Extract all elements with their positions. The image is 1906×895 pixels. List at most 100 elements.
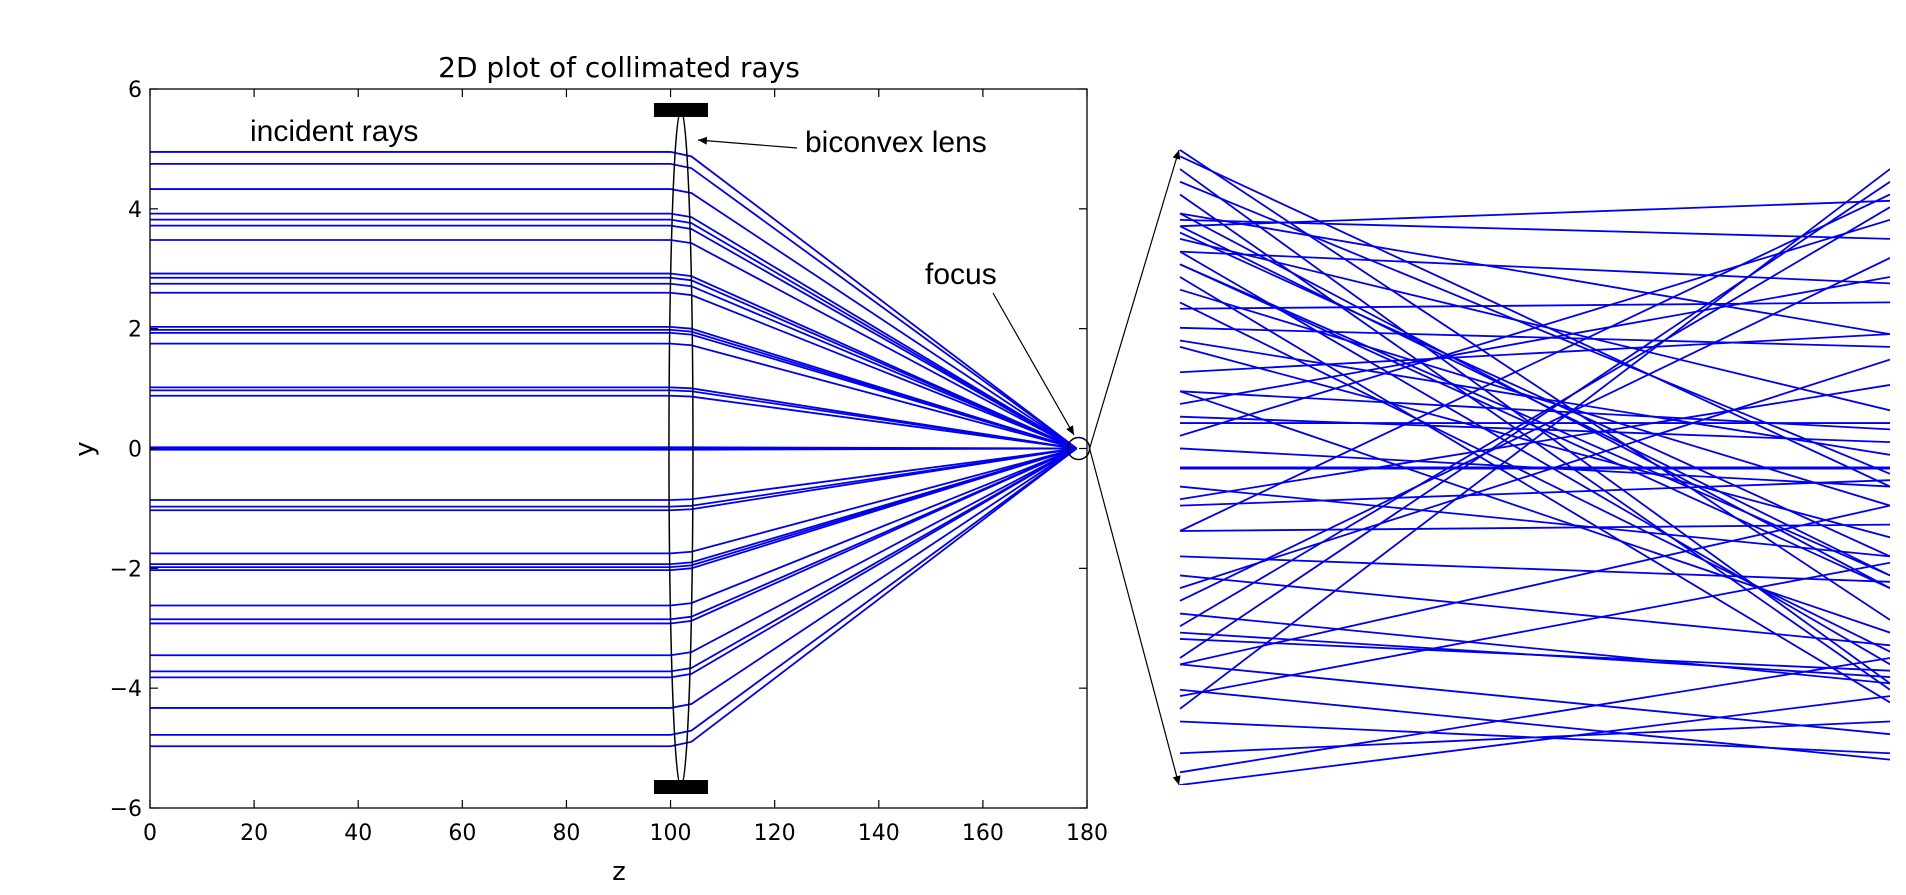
ray-28 bbox=[150, 447, 1077, 607]
x-tick-label: 120 bbox=[754, 821, 796, 846]
inset-ray-4 bbox=[1179, 358, 1890, 590]
zoom-line-bottom bbox=[1089, 448, 1181, 786]
ray-25 bbox=[150, 447, 1077, 566]
inset-ray-13 bbox=[1179, 326, 1890, 348]
inset-ray-2 bbox=[1179, 206, 1890, 628]
ray-11 bbox=[150, 325, 1077, 450]
x-tick-label: 40 bbox=[344, 821, 372, 846]
inset-ray-22 bbox=[1179, 231, 1890, 558]
inset-ray-53 bbox=[1179, 631, 1890, 678]
inset-ray-48 bbox=[1179, 720, 1890, 755]
x-tick-label: 80 bbox=[552, 821, 580, 846]
ray-4 bbox=[150, 218, 1078, 450]
chart-title: 2D plot of collimated rays bbox=[438, 51, 800, 84]
annotation-incident-rays: incident rays bbox=[250, 115, 418, 148]
x-axis-ticks: 0 20 40 60 80 100 120 140 160 180 bbox=[143, 89, 1108, 846]
inset-ray-10 bbox=[1179, 390, 1890, 634]
inset-ray-42 bbox=[1179, 574, 1890, 647]
ray-30 bbox=[150, 447, 1077, 625]
inset-ray-49 bbox=[1179, 657, 1890, 774]
inset-ray-43 bbox=[1179, 612, 1890, 685]
ray-9 bbox=[150, 282, 1077, 450]
ray-34 bbox=[150, 447, 1078, 709]
x-tick-label: 20 bbox=[240, 821, 268, 846]
inset-ray-17 bbox=[1179, 276, 1890, 704]
inset-ray-45 bbox=[1179, 663, 1890, 736]
x-tick-label: 60 bbox=[448, 821, 476, 846]
inset-ray-5 bbox=[1179, 193, 1890, 532]
inset-ray-26 bbox=[1179, 212, 1890, 336]
inset-ray-group bbox=[1179, 149, 1890, 785]
ray-6 bbox=[150, 239, 1078, 450]
x-tick-label: 0 bbox=[143, 821, 157, 846]
x-tick-label: 160 bbox=[962, 821, 1004, 846]
annotation-lens-arrow bbox=[697, 136, 798, 149]
inset-ray-28 bbox=[1179, 180, 1890, 475]
x-axis-label: z bbox=[612, 857, 626, 887]
annotation-focus: focus bbox=[925, 258, 997, 291]
ray-36 bbox=[150, 447, 1078, 748]
ray-2 bbox=[150, 188, 1078, 450]
inset-ray-20 bbox=[1179, 250, 1890, 666]
y-tick-label: 2 bbox=[128, 318, 142, 343]
ray-35 bbox=[150, 447, 1078, 736]
inset-ray-11 bbox=[1179, 333, 1890, 374]
ray-8 bbox=[150, 276, 1077, 450]
y-axis-ticks: 6 4 2 0 −2 −4 −6 bbox=[110, 78, 1087, 822]
inset-ray-0 bbox=[1179, 168, 1890, 710]
ray-32 bbox=[150, 447, 1078, 673]
zoom-line-top bbox=[1089, 149, 1181, 449]
inset-ray-27 bbox=[1179, 193, 1890, 691]
ray-22 bbox=[150, 447, 1077, 508]
ray-10 bbox=[150, 291, 1077, 450]
ray-14 bbox=[150, 342, 1077, 450]
ray-27 bbox=[150, 447, 1077, 572]
inset-ray-39 bbox=[1179, 479, 1890, 507]
inset-ray-50 bbox=[1179, 695, 1890, 785]
x-tick-label: 140 bbox=[858, 821, 900, 846]
ray-3 bbox=[150, 212, 1078, 450]
y-tick-label: −6 bbox=[110, 797, 142, 822]
ray-21 bbox=[150, 447, 1077, 501]
ray-24 bbox=[150, 447, 1077, 555]
ray-23 bbox=[150, 447, 1077, 512]
inset-ray-40 bbox=[1179, 523, 1890, 532]
x-tick-label: 100 bbox=[650, 821, 692, 846]
ray-1 bbox=[150, 162, 1078, 450]
inset-ray-9 bbox=[1179, 276, 1890, 405]
inset-ray-15 bbox=[1179, 301, 1890, 653]
aperture-stop-top bbox=[653, 102, 708, 117]
ray-20 bbox=[150, 447, 1077, 451]
inset-ray-41 bbox=[1179, 555, 1890, 583]
y-axis-label: y bbox=[70, 441, 100, 456]
inset-ray-31 bbox=[1179, 149, 1890, 621]
annotation-biconvex-lens: biconvex lens bbox=[805, 126, 987, 159]
ray-group bbox=[150, 151, 1078, 748]
ray-12 bbox=[150, 328, 1077, 450]
ray-5 bbox=[150, 224, 1078, 450]
x-tick-label: 180 bbox=[1066, 821, 1108, 846]
ray-26 bbox=[150, 447, 1077, 569]
inset-ray-29 bbox=[1179, 168, 1890, 685]
inset-ray-33 bbox=[1179, 250, 1890, 285]
y-tick-label: −2 bbox=[110, 557, 142, 582]
ray-29 bbox=[150, 447, 1077, 621]
inset-ray-32 bbox=[1179, 199, 1890, 228]
y-tick-label: 4 bbox=[128, 198, 142, 223]
inset-ray-30 bbox=[1179, 155, 1890, 488]
inset-ray-51 bbox=[1179, 561, 1890, 697]
inset-ray-21 bbox=[1179, 238, 1890, 412]
inset-ray-52 bbox=[1179, 504, 1890, 666]
inset-ray-19 bbox=[1179, 263, 1890, 577]
aperture-stop-bottom bbox=[653, 780, 708, 795]
inset-ray-8 bbox=[1179, 415, 1890, 443]
inset-ray-24 bbox=[1179, 218, 1890, 240]
ray-16 bbox=[150, 389, 1077, 450]
inset-ray-38 bbox=[1179, 485, 1890, 558]
y-tick-label: −4 bbox=[110, 677, 142, 702]
annotation-focus-arrow bbox=[992, 292, 1075, 436]
ray-15 bbox=[150, 386, 1077, 450]
ray-17 bbox=[150, 394, 1077, 450]
ray-0 bbox=[150, 151, 1078, 450]
